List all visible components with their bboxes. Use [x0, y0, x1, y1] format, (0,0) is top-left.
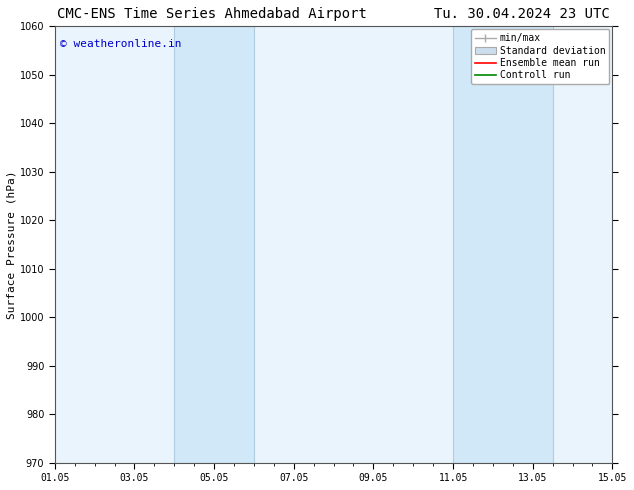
Bar	[453, 26, 553, 463]
Y-axis label: Surface Pressure (hPa): Surface Pressure (hPa)	[7, 170, 17, 318]
Bar	[174, 26, 254, 463]
Text: © weatheronline.in: © weatheronline.in	[60, 39, 182, 49]
Legend: min/max, Standard deviation, Ensemble mean run, Controll run: min/max, Standard deviation, Ensemble me…	[470, 29, 609, 84]
Title: CMC-ENS Time Series Ahmedabad Airport        Tu. 30.04.2024 23 UTC: CMC-ENS Time Series Ahmedabad Airport Tu…	[57, 7, 610, 21]
